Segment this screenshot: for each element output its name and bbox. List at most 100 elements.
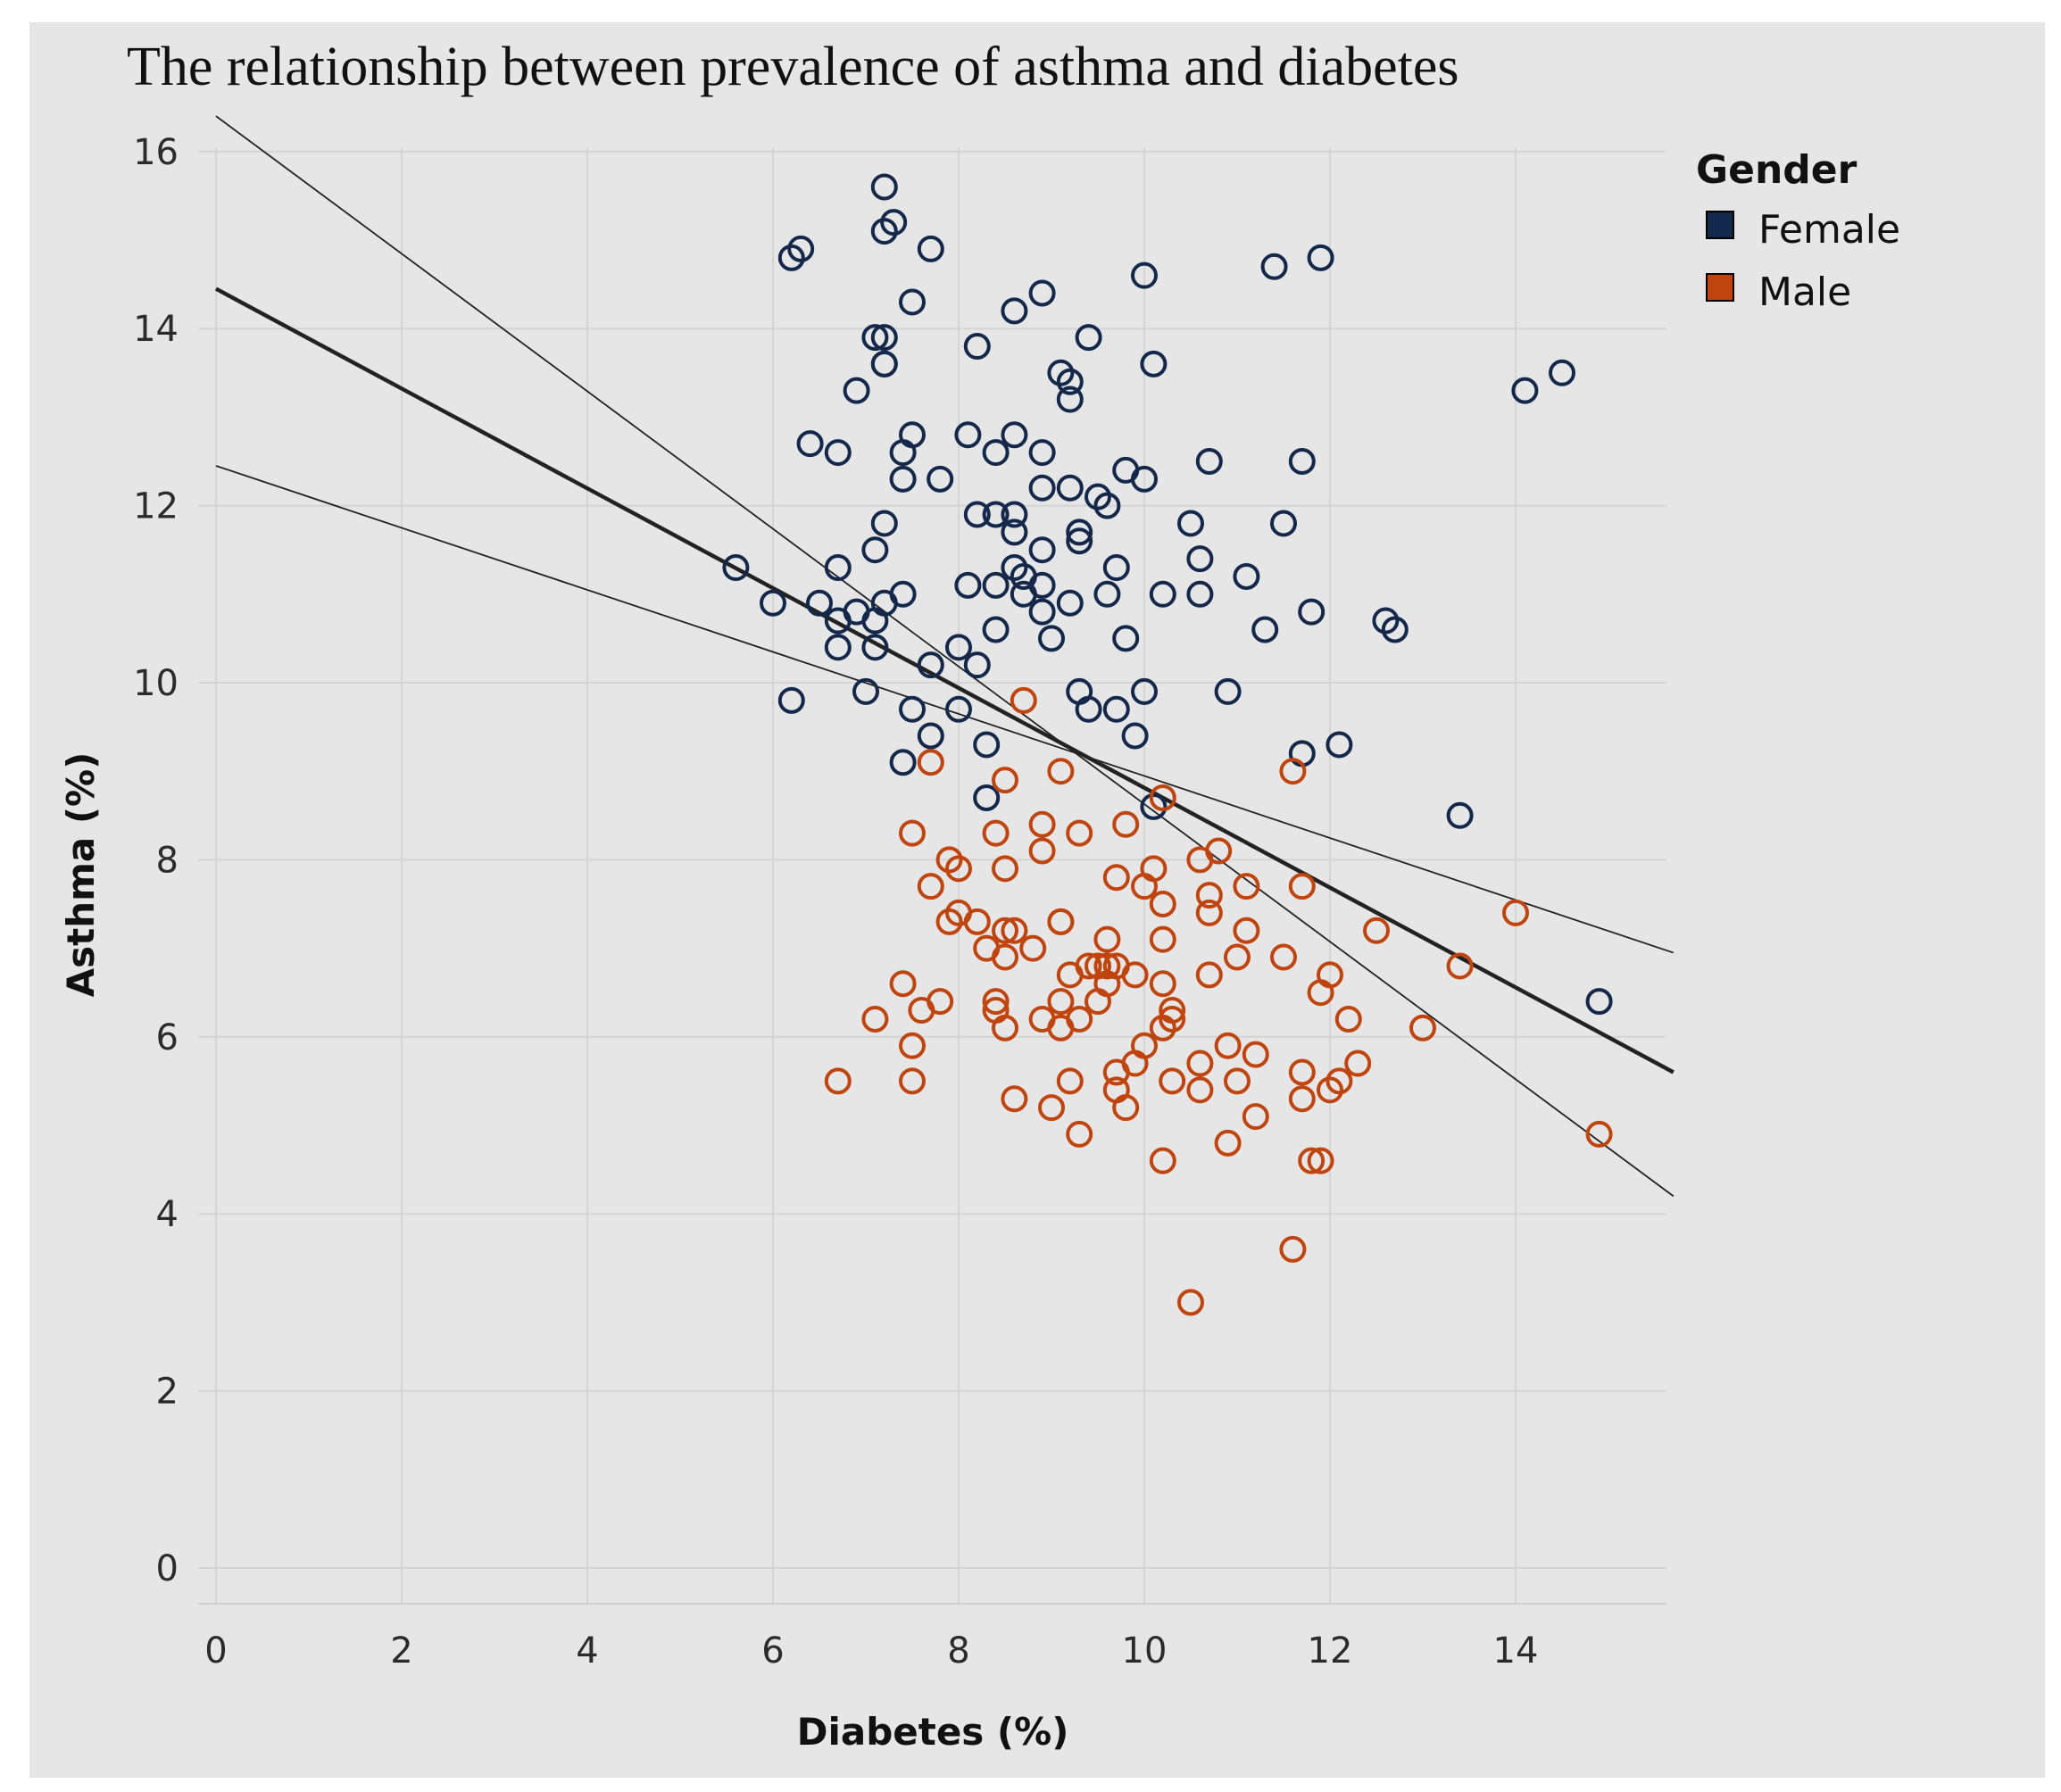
point-female (1233, 562, 1260, 590)
point-female (1131, 465, 1158, 493)
point-female (899, 288, 926, 316)
point-male (992, 855, 1018, 883)
point-female (1093, 492, 1121, 519)
point-female (1298, 598, 1326, 626)
point-female (1102, 554, 1130, 582)
point-male (1195, 882, 1223, 909)
y-axis-title: Asthma (%) (59, 752, 103, 998)
x-tick-label: 0 (204, 1630, 227, 1672)
point-male (1102, 1058, 1130, 1086)
point-male (1112, 1094, 1140, 1122)
y-tick-label: 2 (156, 1372, 179, 1413)
point-male (1186, 1076, 1214, 1104)
point-male (1307, 979, 1334, 1007)
point-female (889, 580, 917, 608)
point-male (1288, 1085, 1316, 1113)
point-male (1159, 1005, 1186, 1033)
point-female (1056, 368, 1084, 395)
y-tick-label: 0 (156, 1548, 179, 1589)
trend-lines (214, 115, 1675, 1198)
point-female (889, 465, 917, 493)
point-female (861, 536, 889, 564)
trend-band-lower (215, 465, 1675, 954)
point-male (982, 988, 1010, 1016)
point-male (1214, 1129, 1242, 1157)
point-male (1177, 1289, 1204, 1316)
point-female (1260, 253, 1288, 280)
legend-title: Gender (1696, 147, 1857, 193)
point-female (1028, 279, 1056, 307)
point-female (777, 686, 805, 714)
legend-swatch-female (1706, 211, 1734, 239)
point-male (1288, 1058, 1316, 1086)
point-female (954, 571, 982, 599)
point-male (917, 749, 944, 776)
point-female (861, 324, 889, 352)
point-male (1056, 1067, 1084, 1095)
point-female (945, 695, 972, 723)
point-male (1585, 1120, 1613, 1148)
point-male (1001, 917, 1028, 944)
point-female (824, 634, 852, 661)
point-female (1093, 580, 1121, 608)
point-female (1001, 554, 1028, 582)
point-male (1149, 970, 1176, 998)
point-female (843, 377, 870, 404)
point-female (787, 235, 815, 262)
point-male (982, 819, 1010, 847)
grid-lines (198, 147, 1666, 1604)
point-male (935, 908, 963, 935)
y-tick-label: 14 (133, 309, 179, 350)
point-male (1075, 952, 1102, 980)
legend-label-male: Male (1758, 270, 1851, 315)
x-tick-label: 2 (390, 1630, 412, 1672)
point-female (945, 634, 972, 661)
trend-line-fit (214, 286, 1675, 1074)
point-male (1446, 952, 1474, 980)
trend-band-upper (215, 115, 1675, 1198)
point-male (1363, 917, 1390, 944)
point-female (917, 651, 944, 679)
point-male (1205, 837, 1233, 865)
point-female (777, 244, 805, 271)
chart-panel (29, 22, 2045, 1778)
point-female (880, 209, 908, 236)
point-female (889, 749, 917, 776)
point-female (1075, 695, 1102, 723)
point-male (899, 819, 926, 847)
point-male (1159, 1067, 1186, 1095)
point-female (1131, 677, 1158, 705)
legend: Gender Female Male (1696, 147, 1900, 315)
point-male (1149, 891, 1176, 917)
point-female (1326, 731, 1353, 759)
point-male (935, 846, 963, 874)
x-tick-label: 6 (761, 1630, 784, 1672)
y-tick-label: 10 (133, 663, 179, 704)
point-male (1270, 943, 1297, 971)
point-male (1307, 1147, 1334, 1174)
point-male (1047, 908, 1075, 935)
point-female (796, 430, 824, 458)
chart-title: The relationship between prevalence of a… (127, 37, 1459, 97)
point-female (1511, 377, 1539, 404)
point-female (870, 350, 898, 377)
point-female (824, 439, 852, 467)
point-female (1186, 580, 1214, 608)
y-tick-label: 16 (133, 132, 179, 173)
point-female (1038, 625, 1065, 652)
point-male (1334, 1005, 1362, 1033)
y-tick-label: 4 (156, 1194, 179, 1235)
point-female (917, 722, 944, 750)
point-male (992, 767, 1018, 794)
point-female (1001, 297, 1028, 325)
point-male (1102, 864, 1130, 892)
y-tick-label: 6 (156, 1017, 179, 1058)
point-male (1085, 988, 1111, 1016)
y-tick-label: 8 (156, 840, 179, 881)
point-male (927, 988, 954, 1016)
x-tick-label: 10 (1122, 1630, 1168, 1672)
point-female (1307, 244, 1334, 271)
point-female (1028, 536, 1056, 564)
point-male (1112, 810, 1140, 838)
